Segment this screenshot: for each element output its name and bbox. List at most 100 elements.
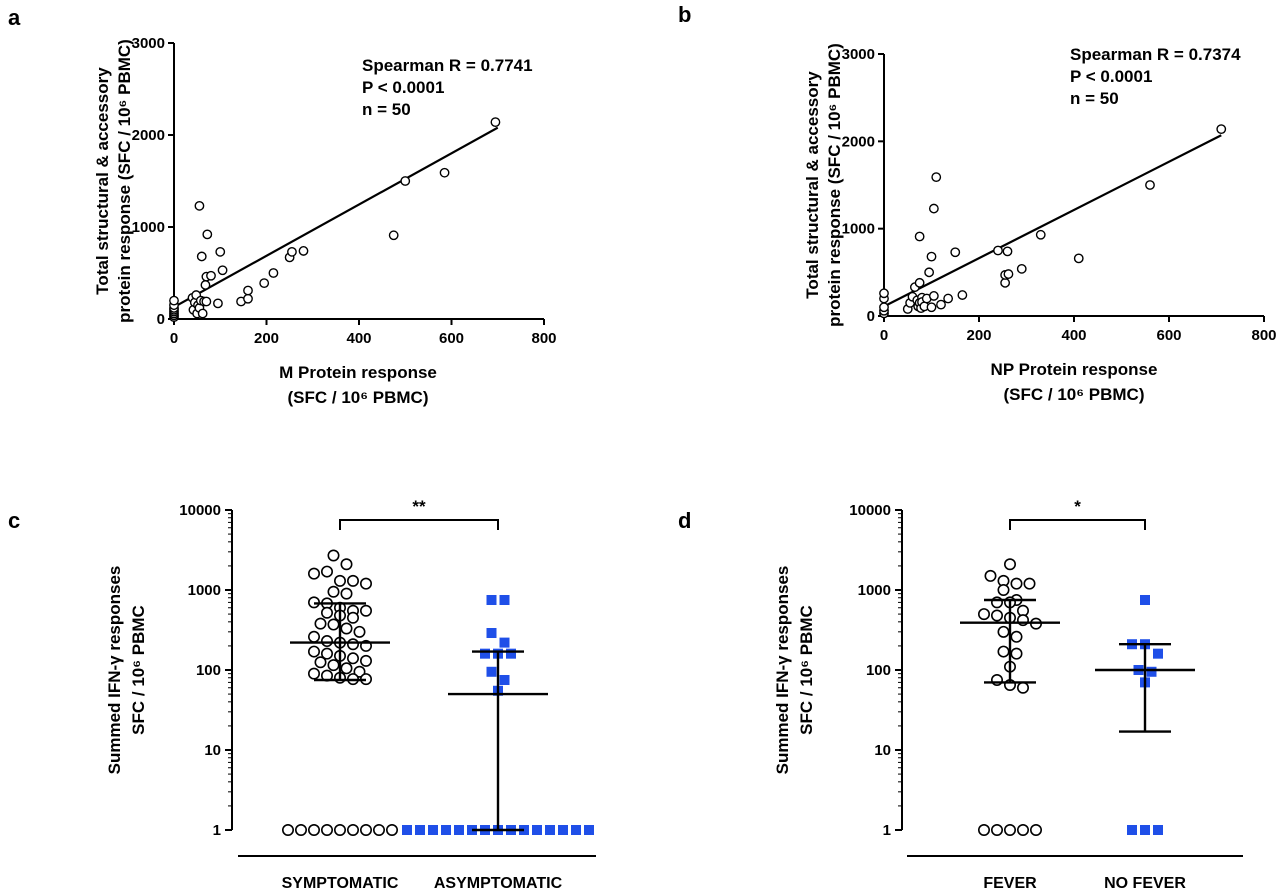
data-point xyxy=(333,574,346,587)
panel-label: c xyxy=(8,508,20,533)
data-point xyxy=(359,823,372,836)
x-tick-label: 400 xyxy=(346,330,371,347)
data-point xyxy=(1140,825,1150,835)
y-tick-label: 10000 xyxy=(179,502,221,519)
data-point xyxy=(197,308,208,319)
y-axis-unit: protein response (SFC / 10⁶ PBMC) xyxy=(115,39,134,323)
data-point xyxy=(243,293,253,304)
y-tick-label: 1000 xyxy=(188,582,221,599)
y-axis-unit: SFC / 10⁶ PBMC xyxy=(797,605,816,735)
data-point xyxy=(1035,229,1046,240)
data-point xyxy=(346,823,359,836)
stat-annotation: P < 0.0001 xyxy=(1070,67,1152,86)
data-point xyxy=(571,825,581,835)
data-point xyxy=(281,823,294,836)
y-axis-label-group: Total structural & accessory protein resp… xyxy=(93,39,134,323)
data-point xyxy=(346,638,359,651)
data-point xyxy=(1023,577,1036,590)
y-axis-label-group: Summed IFN-γ responses SFC / 10⁶ PBMC xyxy=(105,566,148,775)
data-point xyxy=(400,176,411,186)
group-asymptomatic xyxy=(402,594,594,835)
data-point xyxy=(1073,253,1084,264)
significance-label: * xyxy=(1074,497,1081,516)
data-point xyxy=(943,293,954,304)
data-point xyxy=(372,823,385,836)
group-fever xyxy=(960,558,1060,836)
data-point xyxy=(1002,246,1013,257)
data-point xyxy=(926,302,937,313)
data-point xyxy=(327,585,340,598)
data-point xyxy=(294,823,307,836)
x-axis-label: M Protein response xyxy=(279,363,437,382)
data-point xyxy=(320,823,333,836)
panel-a: a 0 1000 2000 3000 0 200 400 600 800 M Protein res… xyxy=(8,5,557,407)
data-point xyxy=(558,825,568,835)
data-point xyxy=(353,625,366,638)
fit-line xyxy=(883,134,1222,308)
y-axis-label: Summed IFN-γ responses xyxy=(105,566,124,775)
data-point xyxy=(340,558,353,571)
data-point xyxy=(320,647,333,660)
y-tick-label: 1 xyxy=(213,822,221,839)
data-point xyxy=(307,667,320,680)
data-point xyxy=(486,594,497,605)
data-point xyxy=(1016,681,1029,694)
y-tick-label: 10 xyxy=(204,742,221,759)
x-tick-label: 400 xyxy=(1061,327,1086,344)
y-axis-unit: SFC / 10⁶ PBMC xyxy=(129,605,148,735)
group-symptomatic xyxy=(281,549,398,836)
data-point xyxy=(385,823,398,836)
x-tick-label: 600 xyxy=(439,330,464,347)
data-point xyxy=(268,268,279,278)
data-point xyxy=(333,823,346,836)
data-point xyxy=(441,825,451,835)
data-point xyxy=(1003,823,1016,836)
category-label: NO FEVER xyxy=(1104,875,1186,892)
data-point xyxy=(200,280,211,290)
data-point xyxy=(353,665,366,678)
data-point xyxy=(1153,648,1163,659)
data-point xyxy=(977,608,990,621)
data-point xyxy=(879,302,889,313)
data-point xyxy=(439,167,450,178)
stat-annotation: n = 50 xyxy=(1070,89,1119,108)
significance-bracket xyxy=(339,519,499,530)
data-point xyxy=(1153,825,1163,835)
category-label: FEVER xyxy=(983,875,1037,892)
data-point xyxy=(990,823,1003,836)
x-tick-label: 800 xyxy=(531,330,556,347)
data-point xyxy=(997,583,1010,596)
data-point xyxy=(584,825,594,835)
stat-annotation: Spearman R = 0.7374 xyxy=(1070,45,1241,64)
data-point xyxy=(928,203,939,214)
data-point xyxy=(346,611,359,624)
data-point xyxy=(993,245,1003,256)
data-point xyxy=(320,606,333,619)
data-point xyxy=(217,265,228,276)
data-point xyxy=(307,567,320,580)
data-point xyxy=(307,630,320,643)
y-axis-label-group: Summed IFN-γ responses SFC / 10⁶ PBMC xyxy=(773,566,816,775)
data-point xyxy=(169,295,179,306)
data-point xyxy=(499,637,510,648)
data-point xyxy=(984,569,997,582)
data-point xyxy=(1010,647,1023,660)
data-point xyxy=(359,654,372,667)
data-point xyxy=(1016,263,1027,274)
panel-d: d 1 10 100 1000 10000 FEVER NO FEVER Summed IFN-… xyxy=(678,497,1243,892)
y-axis-label: Summed IFN-γ responses xyxy=(773,566,792,775)
data-point xyxy=(950,247,961,258)
data-point xyxy=(307,823,320,836)
data-point xyxy=(931,172,942,183)
data-point xyxy=(194,200,205,211)
y-tick-label: 2000 xyxy=(842,133,875,150)
data-point xyxy=(1145,180,1155,190)
stat-annotation: n = 50 xyxy=(362,100,411,119)
significance-label: ** xyxy=(412,497,426,516)
panel-c: c 1 10 100 1000 10000 SYMPTOMATIC ASYMPTOMATIC S… xyxy=(8,497,596,892)
x-tick-label: 0 xyxy=(880,327,888,344)
data-point xyxy=(1030,823,1043,836)
y-tick-label: 10 xyxy=(874,742,891,759)
data-point xyxy=(914,231,925,242)
